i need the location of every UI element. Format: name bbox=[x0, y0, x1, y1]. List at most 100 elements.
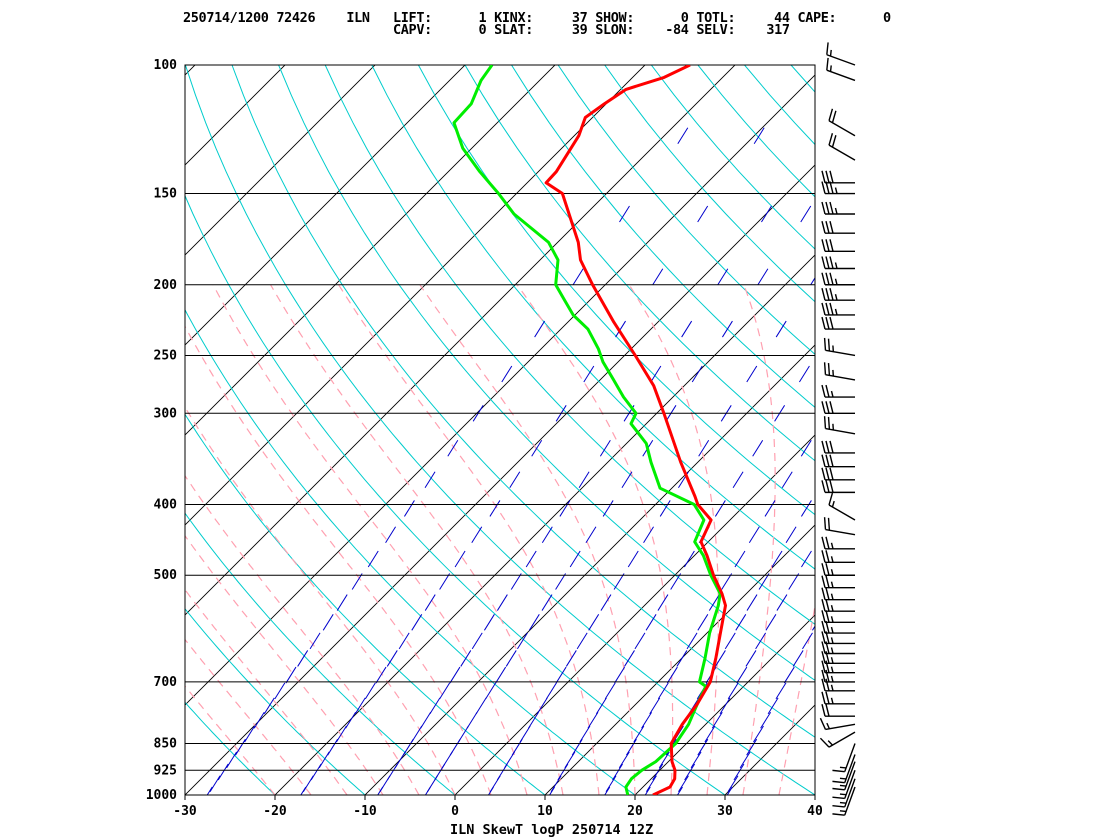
temp-tick-label: 10 bbox=[537, 804, 553, 819]
isotherm-line bbox=[185, 65, 556, 436]
mixing-ratio-dash bbox=[253, 712, 265, 729]
mixing-ratio-dash bbox=[471, 526, 483, 543]
wind-barb bbox=[828, 133, 856, 161]
dry-adiabat-line bbox=[185, 413, 546, 795]
pressure-tick-label: 200 bbox=[154, 278, 178, 293]
mixing-ratio-dash bbox=[810, 276, 815, 285]
mixing-ratio-dash bbox=[902, 206, 912, 222]
moist-adiabat-line bbox=[185, 474, 420, 795]
mixing-ratio-dash bbox=[905, 128, 915, 144]
mixing-ratio-dash bbox=[483, 614, 495, 631]
mixing-ratio-dash bbox=[485, 682, 497, 700]
mixing-ratio-dash bbox=[746, 594, 758, 611]
mixing-ratio-dash bbox=[954, 128, 964, 144]
mixing-ratio-dash bbox=[666, 666, 678, 684]
mixing-ratio-dash bbox=[471, 632, 483, 650]
mixing-ratio-dash bbox=[837, 440, 847, 456]
wind-barb bbox=[821, 563, 855, 576]
mixing-ratio-dash bbox=[605, 775, 617, 792]
mixing-ratio-dash bbox=[613, 573, 625, 590]
mixing-ratio-dash bbox=[519, 725, 531, 743]
mixing-ratio-dash bbox=[274, 682, 286, 700]
mixing-ratio-dash bbox=[475, 697, 487, 715]
mixing-ratio-dash bbox=[1029, 128, 1039, 144]
mixing-ratio-dash bbox=[411, 725, 423, 743]
mixing-ratio-dash bbox=[398, 632, 410, 650]
wind-barb bbox=[821, 480, 855, 494]
mixing-ratio-dash bbox=[998, 128, 1008, 144]
mixing-ratio-dash bbox=[758, 573, 770, 590]
wind-barb bbox=[821, 221, 855, 234]
mixing-ratio-dash bbox=[569, 550, 581, 568]
mixing-ratio-dash bbox=[579, 725, 591, 743]
mixing-ratio-dash bbox=[753, 725, 764, 743]
mixing-ratio-dash bbox=[495, 666, 507, 684]
mixing-ratio-dash bbox=[978, 321, 988, 337]
temperature-profile bbox=[544, 65, 727, 795]
mixing-ratio-dash bbox=[364, 682, 376, 700]
mixing-ratio-dash bbox=[802, 632, 813, 650]
mixing-ratio-dash bbox=[652, 268, 664, 285]
mixing-ratio-dash bbox=[761, 205, 772, 223]
mixing-ratio-dash bbox=[644, 786, 651, 795]
mixing-ratio-dash bbox=[509, 471, 521, 489]
mixing-ratio-dash bbox=[458, 725, 469, 743]
mixing-ratio-dash bbox=[209, 775, 221, 792]
mixing-ratio-dash bbox=[686, 632, 698, 650]
mixing-ratio-dash bbox=[698, 440, 710, 457]
header-line-1: 250714/1200 72426 ILN LIFT: 1 KINX: 37 S… bbox=[183, 10, 891, 26]
temp-tick-label: 20 bbox=[627, 804, 643, 819]
dry-adiabat-line bbox=[278, 65, 815, 681]
wind-barb bbox=[821, 704, 855, 717]
mixing-ratio-dash bbox=[559, 500, 571, 517]
mixing-ratio-dash bbox=[684, 763, 696, 781]
wind-barb bbox=[832, 770, 856, 800]
pressure-tick-label: 925 bbox=[154, 763, 177, 778]
pressure-tick-label: 700 bbox=[154, 675, 178, 690]
mixing-ratio-dash bbox=[801, 550, 812, 568]
isotherm-line bbox=[0, 49, 121, 811]
wind-barb bbox=[832, 778, 856, 808]
mixing-ratio-dash bbox=[626, 738, 637, 756]
mixing-ratio-dash bbox=[726, 786, 733, 795]
mixing-ratio-dash bbox=[739, 751, 751, 769]
mixing-ratio-dash bbox=[788, 573, 800, 590]
mixing-ratio-dash bbox=[980, 206, 990, 222]
isotherm-line bbox=[814, 794, 815, 795]
wind-barb bbox=[821, 620, 855, 634]
mixing-ratio-dash bbox=[309, 632, 321, 650]
mixing-ratio-dash bbox=[847, 551, 857, 567]
mixing-ratio-dash bbox=[614, 666, 626, 684]
mixing-ratio-dash bbox=[907, 269, 917, 285]
mixing-ratio-dash bbox=[351, 573, 363, 590]
mixing-ratio-dash bbox=[657, 594, 669, 611]
mixing-ratio-dash bbox=[643, 526, 654, 543]
moist-adiabat-line bbox=[628, 284, 720, 795]
isotherm-line bbox=[185, 65, 646, 526]
mixing-ratio-dash bbox=[619, 205, 630, 223]
wind-barb bbox=[821, 691, 855, 705]
mixing-ratio-dash bbox=[814, 542, 815, 543]
mixing-ratio-dash bbox=[929, 405, 939, 421]
temperature-axis: -30 -20 -10 0 10 20 30 40 bbox=[173, 795, 823, 819]
wind-barb bbox=[821, 272, 855, 286]
wind-barb bbox=[821, 170, 855, 184]
mixing-ratio-dash bbox=[858, 405, 868, 421]
isotherm-line bbox=[890, 49, 1120, 811]
temp-tick-label: -30 bbox=[173, 804, 197, 819]
mixing-ratio-dash bbox=[615, 320, 626, 338]
mixing-ratio-dash bbox=[226, 751, 238, 769]
moist-adiabat-line bbox=[742, 284, 776, 795]
mixing-ratio-dash bbox=[721, 573, 733, 590]
mixing-ratio-dash bbox=[677, 127, 689, 145]
mixing-ratio-dash bbox=[936, 321, 946, 337]
wind-barb bbox=[823, 517, 856, 536]
mixing-ratio-dash bbox=[536, 697, 548, 715]
wind-barb bbox=[821, 181, 855, 195]
mixing-ratio-dash bbox=[860, 527, 870, 543]
mixing-ratio-dash bbox=[285, 666, 297, 684]
mixing-ratio-dash bbox=[722, 320, 733, 338]
mixing-ratio-dash bbox=[714, 500, 726, 517]
mixing-ratio-dash bbox=[645, 614, 657, 631]
mixing-ratio-dash bbox=[760, 712, 772, 729]
